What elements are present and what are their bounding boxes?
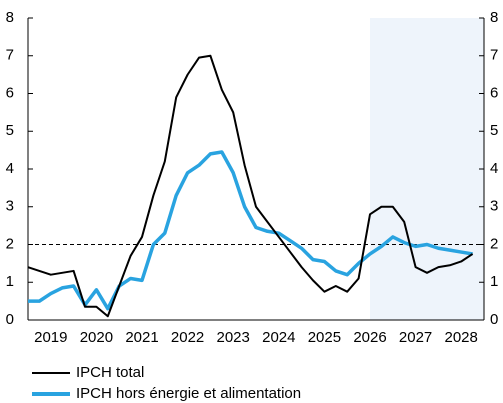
x-tick-label: 2022 <box>171 329 204 346</box>
y-tick-label: 3 <box>6 198 14 215</box>
x-tick-label: 2028 <box>445 329 478 346</box>
legend-label: IPCH total <box>76 364 144 381</box>
y2-tick-label: 6 <box>490 84 498 101</box>
y2-tick-label: 5 <box>490 122 498 139</box>
y2-tick-label: 3 <box>490 198 498 215</box>
series-line <box>27 54 474 318</box>
projection-area <box>370 18 484 320</box>
x-tick-label: 2020 <box>80 329 113 346</box>
y-tick-label: 5 <box>6 122 14 139</box>
y-tick-label: 8 <box>6 9 14 26</box>
y-tick-label: 1 <box>6 273 14 290</box>
x-tick-label: 2023 <box>217 329 250 346</box>
y2-tick-label: 7 <box>490 47 498 64</box>
y-tick-label: 4 <box>6 160 14 177</box>
x-tick-label: 2026 <box>353 329 386 346</box>
x-tick-label: 2021 <box>125 329 158 346</box>
y2-tick-label: 0 <box>490 311 498 328</box>
y-tick-label: 6 <box>6 84 14 101</box>
y2-tick-label: 2 <box>490 235 498 252</box>
y2-tick-label: 8 <box>490 9 498 26</box>
legend-label: IPCH hors énergie et alimentation <box>76 385 301 402</box>
series-line <box>28 150 473 311</box>
y-tick-label: 2 <box>6 235 14 252</box>
y2-tick-label: 1 <box>490 273 498 290</box>
x-tick-label: 2027 <box>399 329 432 346</box>
x-tick-label: 2025 <box>308 329 341 346</box>
y-tick-label: 7 <box>6 47 14 64</box>
y-tick-label: 0 <box>6 311 14 328</box>
x-tick-label: 2019 <box>34 329 67 346</box>
x-tick-label: 2024 <box>262 329 295 346</box>
y2-tick-label: 4 <box>490 160 498 177</box>
